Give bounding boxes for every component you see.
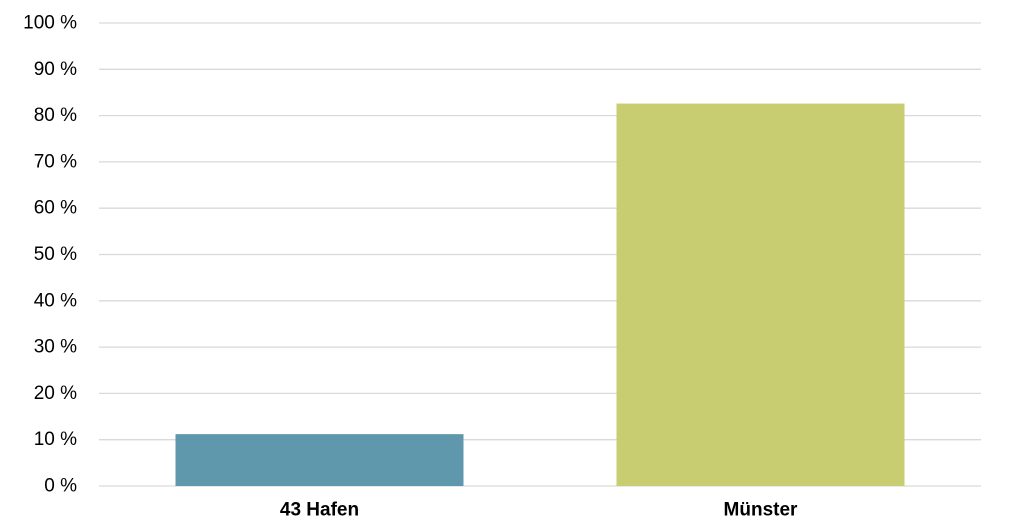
x-category-label: 43 Hafen [280, 500, 359, 521]
y-tick-label: 60 % [34, 198, 77, 219]
bar-0 [175, 434, 464, 486]
y-tick-label: 100 % [23, 13, 77, 34]
y-axis-tick-labels: 0 % 10 % 20 % 30 % 40 % 50 % 60 % 70 % 80 % 90 % 1… [23, 13, 77, 497]
y-tick-label: 10 % [34, 429, 77, 450]
x-category-label: Münster [724, 500, 799, 521]
y-tick-label: 20 % [34, 383, 77, 404]
bar-1 [616, 103, 905, 486]
y-tick-label: 80 % [34, 105, 77, 126]
bars [175, 103, 905, 486]
y-tick-label: 0 % [44, 476, 77, 497]
y-tick-label: 90 % [34, 59, 77, 80]
y-tick-label: 50 % [34, 244, 77, 265]
y-tick-label: 70 % [34, 151, 77, 172]
x-axis-category-labels: 43 Hafen Münster [280, 500, 798, 521]
y-tick-label: 40 % [34, 290, 77, 311]
y-tick-label: 30 % [34, 337, 77, 358]
